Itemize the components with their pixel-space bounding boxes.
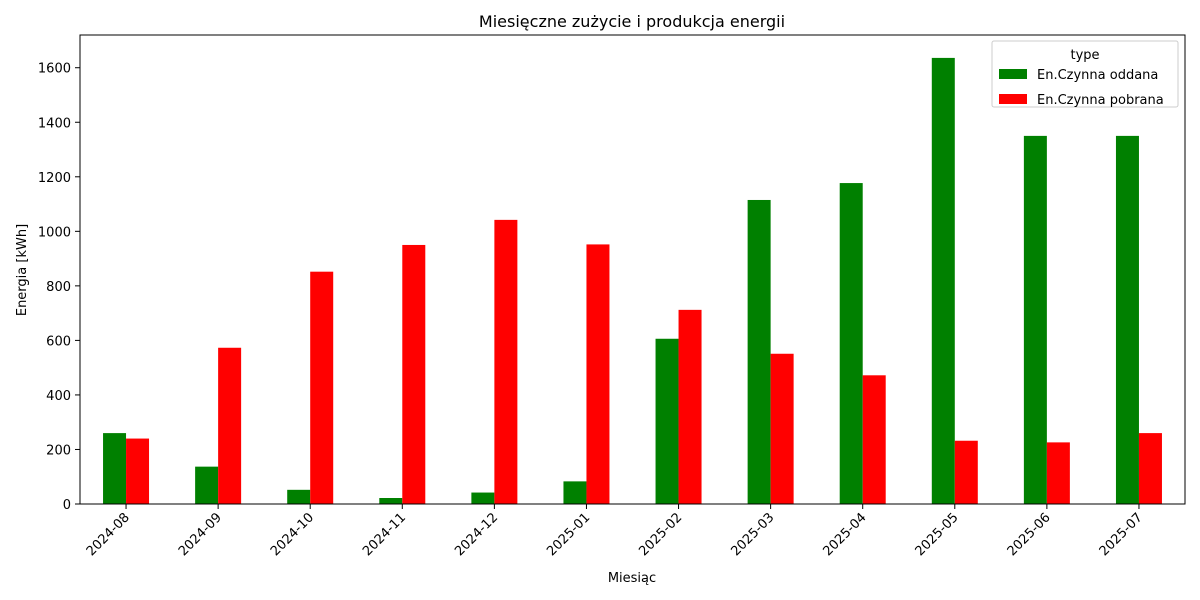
- bar-pobrana-2024-12: [494, 219, 518, 504]
- x-tick-label: 2025-04: [821, 510, 870, 559]
- bar-pobrana-2025-05: [954, 440, 978, 504]
- bar-oddana-2024-11: [379, 498, 403, 504]
- legend-entry: En.Czynna pobrana: [1037, 93, 1164, 108]
- x-tick-label: 2024-11: [360, 510, 409, 559]
- bar-oddana-2024-10: [287, 489, 311, 504]
- bar-pobrana-2025-03: [770, 353, 794, 504]
- bar-oddana-2025-02: [655, 338, 679, 504]
- bar-pobrana-2024-08: [126, 438, 150, 504]
- bar-oddana-2024-09: [195, 466, 219, 504]
- bar-pobrana-2024-09: [218, 347, 242, 504]
- plot-frame: [79, 34, 1186, 505]
- bar-pobrana-2025-02: [678, 309, 702, 504]
- legend-swatch: [999, 69, 1027, 79]
- legend-box: [991, 40, 1179, 108]
- bar-oddana-2025-07: [1115, 135, 1139, 505]
- chart-title: Miesięczne zużycie i produkcja energii: [479, 12, 785, 31]
- bar-oddana-2024-08: [103, 433, 127, 504]
- x-tick-label: 2025-07: [1097, 510, 1146, 559]
- bar-oddana-2025-01: [563, 481, 587, 504]
- x-tick-label: 2025-05: [913, 510, 962, 559]
- bar-oddana-2025-06: [1023, 135, 1047, 505]
- x-tick-label: 2025-01: [544, 510, 593, 559]
- bar-pobrana-2025-06: [1046, 442, 1070, 504]
- legend-swatch: [999, 94, 1027, 104]
- legend-entry: En.Czynna oddana: [1037, 68, 1158, 83]
- y-tick-label: 1200: [38, 171, 71, 186]
- x-tick-label: 2024-10: [268, 510, 317, 559]
- x-tick-label: 2025-02: [636, 510, 685, 559]
- bar-pobrana-2024-10: [310, 271, 334, 504]
- x-tick-label: 2024-09: [176, 510, 225, 559]
- y-tick-label: 1600: [38, 62, 71, 77]
- x-axis-label: Miesiąc: [608, 571, 656, 586]
- y-tick-label: 0: [63, 498, 71, 513]
- y-tick-label: 800: [46, 280, 71, 295]
- y-tick-label: 600: [46, 334, 71, 349]
- bars-group: [103, 57, 1162, 505]
- bar-pobrana-2024-11: [402, 244, 426, 505]
- bar-oddana-2025-03: [747, 199, 771, 504]
- x-tick-label: 2025-06: [1005, 510, 1054, 559]
- bar-oddana-2025-05: [931, 57, 955, 504]
- bar-oddana-2025-04: [839, 183, 863, 505]
- y-tick-label: 400: [46, 389, 71, 404]
- y-axis: 0 200 400 600 800 1000 1200 1400 1600: [38, 62, 80, 513]
- y-axis-label: Energia [kWh]: [15, 224, 30, 316]
- legend: type En.Czynna oddana En.Czynna pobrana: [991, 40, 1179, 108]
- y-tick-label: 1400: [38, 116, 71, 131]
- x-tick-label: 2025-03: [728, 510, 777, 559]
- bar-pobrana-2025-04: [862, 375, 886, 504]
- bar-pobrana-2025-01: [586, 244, 610, 505]
- x-tick-label: 2024-08: [84, 510, 133, 559]
- legend-title: type: [1070, 48, 1099, 63]
- x-axis: 2024-08 2024-09 2024-10 2024-11 2024-12 2025-…: [84, 504, 1146, 559]
- x-tick-label: 2024-12: [452, 510, 501, 559]
- bar-oddana-2024-12: [471, 492, 495, 504]
- bar-pobrana-2025-07: [1138, 433, 1162, 504]
- y-tick-label: 1000: [38, 225, 71, 240]
- y-tick-label: 200: [46, 443, 71, 458]
